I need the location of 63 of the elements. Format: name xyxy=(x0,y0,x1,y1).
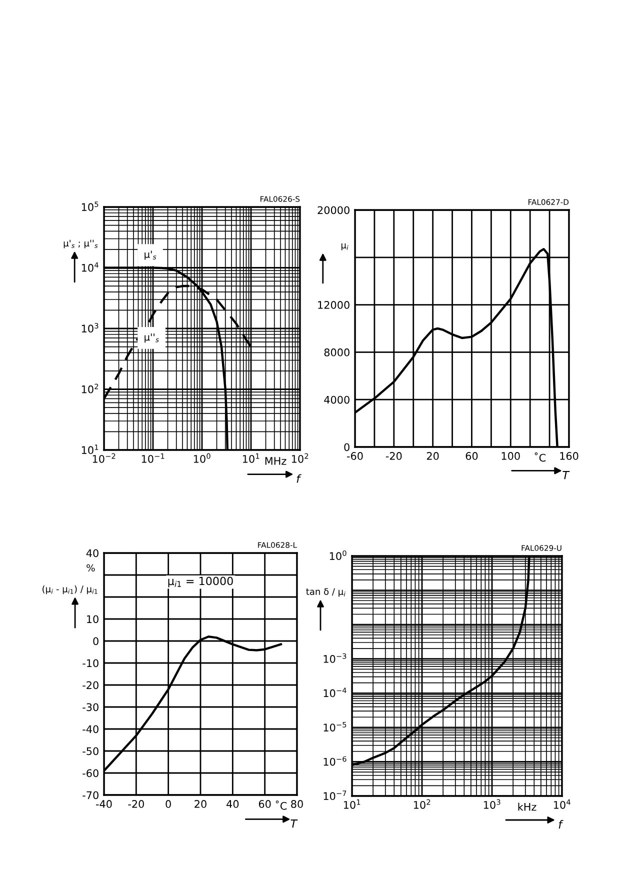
x-tick-label: 0 xyxy=(166,800,171,808)
x-tick-label: 10$^{1}$ xyxy=(344,799,360,809)
y-tick-label: -10 xyxy=(82,659,98,668)
x-tick-label: 100 xyxy=(502,452,520,460)
y-tick-label: 0 xyxy=(93,637,98,646)
text: MHz xyxy=(265,457,286,465)
x-tick-label: 20 xyxy=(194,800,206,808)
series-label: μ''$_{s}$ xyxy=(144,333,159,343)
text: ˚C xyxy=(534,452,546,462)
x-tick-label: 10$^{3}$ xyxy=(484,799,500,809)
x-tick-label: -60 xyxy=(347,452,363,460)
x-tick-label: -40 xyxy=(96,800,112,808)
y-axis-title: tan δ / μ$_{i}$ xyxy=(306,588,346,597)
y-tick-label: 10$^{−7}$ xyxy=(324,790,346,800)
y-tick-label: -20 xyxy=(82,681,98,690)
y-tick-label: 10$^{4}$ xyxy=(82,262,98,272)
y-tick-label: 10$^{−5}$ xyxy=(324,722,346,732)
annotation: μ$_{i1}$ = 10000 xyxy=(168,576,233,588)
x-tick-label: 160 xyxy=(560,452,578,460)
text: % xyxy=(86,564,95,572)
x-tick-label: 10$^{2}$ xyxy=(414,799,430,809)
x-axis-title: f xyxy=(558,820,564,828)
x-tick-label: 60 xyxy=(258,800,271,808)
y-tick-label: -30 xyxy=(82,703,98,712)
y-tick-label: 10 xyxy=(87,615,98,624)
x-axis-title: T xyxy=(562,471,570,480)
x-axis-title: f xyxy=(296,474,302,483)
y-tick-label: 10$^{−6}$ xyxy=(324,756,346,766)
x-tick-label: 10$^{2}$ xyxy=(292,453,308,463)
x-tick-label: 40 xyxy=(226,800,239,808)
y-tick-label: 10$^{2}$ xyxy=(82,384,98,394)
text: kHz xyxy=(518,802,536,811)
y-tick-label: 4000 xyxy=(324,396,350,404)
x-axis-title: T xyxy=(290,820,298,828)
y-tick-label: 8000 xyxy=(324,348,350,356)
x-tick-label: 10$^{−2}$ xyxy=(92,453,116,463)
y-tick-label: 12000 xyxy=(318,301,350,309)
x-tick-label: 80 xyxy=(291,800,303,808)
y-tick-label: 20000 xyxy=(318,206,350,214)
text: ˚C xyxy=(276,800,287,810)
x-tick-label: 10$^{1}$ xyxy=(242,453,260,463)
y-tick-label: 10$^{0}$ xyxy=(330,550,346,560)
y-axis-title: (μ$_{i}$ - μ$_{i1}$) / μ$_{i1}$ xyxy=(42,585,98,594)
y-tick-label: 40 xyxy=(86,549,98,558)
x-tick-label: -20 xyxy=(386,452,402,460)
y-tick-label: 0 xyxy=(344,443,350,452)
y-tick-label: -60 xyxy=(82,769,98,778)
y-tick-label: -70 xyxy=(82,791,98,800)
y-tick-label: -50 xyxy=(82,747,98,756)
y-tick-label: 10$^{−4}$ xyxy=(324,688,346,698)
y-axis-title: μ$_{i}$ xyxy=(341,243,348,250)
y-tick-label: 10$^{−3}$ xyxy=(324,653,346,663)
x-tick-label: -20 xyxy=(128,800,144,808)
y-tick-label: 10$^{5}$ xyxy=(82,202,98,212)
y-tick-label: 10$^{3}$ xyxy=(82,322,98,333)
x-tick-label: 10$^{4}$ xyxy=(554,799,570,809)
x-tick-label: 60 xyxy=(466,452,478,460)
y-tick-label: -40 xyxy=(82,725,98,734)
x-tick-label: 10$^{−1}$ xyxy=(142,453,164,463)
series-label: μ'$_{s}$ xyxy=(144,250,156,260)
x-tick-label: 10$^{0}$ xyxy=(194,453,210,463)
y-axis-title: μ'$_{s}$ ; μ''$_{s}$ xyxy=(64,240,98,248)
x-tick-label: 20 xyxy=(426,452,439,460)
